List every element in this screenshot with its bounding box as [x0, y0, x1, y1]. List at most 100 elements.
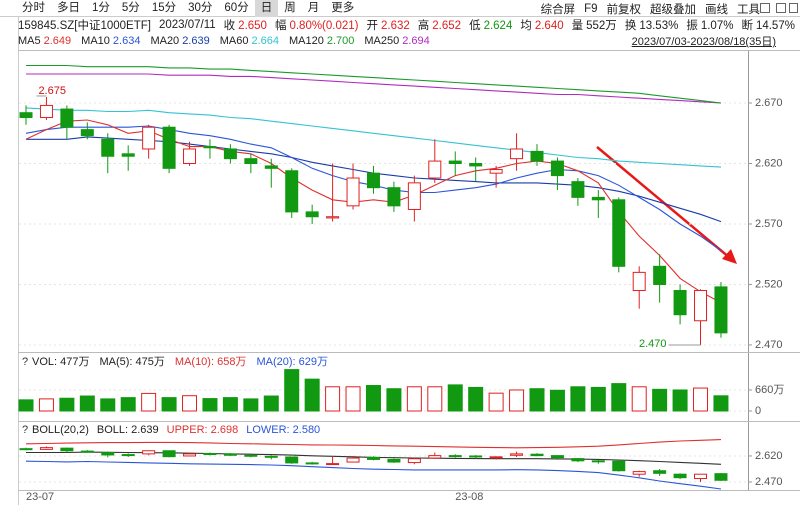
mini-candle-body — [653, 470, 667, 474]
tool-button[interactable]: 工具 — [737, 3, 760, 16]
candle-body — [326, 216, 340, 219]
candle-body — [39, 104, 53, 119]
mini-candle-body — [366, 456, 380, 460]
quote-field: 开 2.632 — [367, 17, 410, 33]
icon-button[interactable] — [760, 3, 770, 13]
period-tab[interactable]: 15分 — [151, 2, 177, 14]
tool-button[interactable]: 综合屏 — [540, 3, 576, 16]
x-tick-label: 23-07 — [26, 491, 54, 503]
period-tab[interactable]: 1分 — [92, 2, 110, 14]
volume-bar — [243, 398, 259, 412]
date-range: 2023/07/03-2023/08/18(35日) — [631, 36, 776, 48]
ma-legend-item: MA10 2.634 — [81, 35, 140, 47]
icon-button[interactable] — [776, 3, 786, 13]
volume-bar — [549, 389, 565, 412]
field-label: 收 — [223, 19, 236, 32]
volume-bar — [284, 369, 300, 412]
period-tab[interactable]: 月 — [307, 2, 320, 14]
security-code: 159845.SZ[中证1000ETF] — [18, 19, 151, 32]
quote-field: 幅 0.80%(0.021) — [275, 17, 359, 33]
y-tick-label: 660万 — [755, 384, 784, 396]
period-tabs: 分时 多日 1分 5分 15分 30分 60分日周月更多 — [16, 0, 360, 17]
icon-button[interactable] — [789, 3, 798, 13]
period-tab[interactable]: 分时 — [22, 2, 45, 14]
boll-line — [25, 460, 722, 490]
help-mark[interactable]: ? — [22, 424, 28, 436]
mini-candle-body — [489, 456, 503, 459]
volume-bar — [38, 398, 54, 412]
candle-body — [469, 163, 483, 167]
y-tick-label: 2.520 — [755, 278, 783, 290]
candle-body — [101, 138, 115, 157]
volume-bar — [509, 389, 525, 412]
mini-candle-body — [469, 455, 483, 458]
volume-bar — [652, 388, 668, 412]
volume-bar — [386, 388, 402, 412]
field-label: 幅 — [274, 19, 287, 32]
ma-legend-item: MA120 2.700 — [289, 35, 354, 47]
period-tab[interactable]: 多日 — [57, 2, 80, 14]
volume-bar — [672, 389, 688, 412]
help-mark[interactable]: ? — [22, 356, 28, 368]
candle-body — [632, 271, 646, 292]
field-label: 高 — [417, 19, 430, 32]
arrow-shaft — [596, 146, 731, 259]
tool-button[interactable]: F9 — [584, 2, 598, 15]
volume-bar — [468, 386, 484, 412]
boll-legend: BOLL(20,2) — [32, 424, 89, 436]
boll-legend: UPPER: 2.698 — [167, 424, 239, 436]
quote-date: 2023/07/11 — [158, 18, 216, 31]
mini-candle-body — [60, 447, 74, 452]
mini-candle-body — [387, 458, 401, 463]
volume-bar — [570, 386, 586, 412]
mini-candle-body — [632, 471, 646, 475]
candle-body — [19, 112, 33, 119]
mini-candle-body — [326, 463, 340, 466]
quote-info: 159845.SZ[中证1000ETF] 2023/07/11 收 2.650 幅 0.8… — [18, 16, 795, 33]
mini-candle-body — [591, 460, 605, 463]
field-value: 13.53% — [639, 19, 679, 32]
period-tab[interactable]: 60分 — [224, 2, 249, 14]
quote-field: 量 552万 — [572, 17, 617, 33]
ma-line — [25, 107, 722, 168]
field-value: 2.652 — [432, 19, 462, 32]
mini-candle-body — [39, 447, 53, 450]
low-marker: 2.470 — [639, 338, 667, 350]
volume-bar — [304, 378, 320, 412]
mini-candle-body — [223, 453, 237, 456]
candle-body — [244, 158, 258, 164]
candle-body — [183, 148, 197, 164]
period-tab[interactable]: 周 — [284, 2, 296, 14]
mini-candle-body — [19, 448, 33, 451]
period-tab[interactable]: 5分 — [121, 2, 140, 14]
ma-name: MA250 — [364, 35, 400, 47]
mini-candle-body — [346, 457, 360, 463]
volume-bar — [79, 395, 95, 412]
period-tab[interactable]: 更多 — [331, 2, 355, 14]
quote-field: 低 2.624 — [469, 17, 512, 33]
tool-button[interactable]: 前复权 — [606, 3, 642, 16]
volume-bar — [263, 395, 279, 412]
candle-body — [203, 146, 217, 149]
field-label: 量 — [571, 19, 584, 32]
volume-bar — [182, 395, 198, 412]
ma-name: MA5 — [18, 35, 41, 47]
period-tab[interactable]: 日 — [254, 0, 279, 17]
candle-body — [407, 182, 421, 210]
tool-button[interactable]: 画线 — [705, 3, 728, 16]
high-marker: 2.675 — [38, 85, 66, 97]
field-value: 2.624 — [483, 19, 513, 32]
field-value: 1.07% — [700, 19, 734, 32]
mini-candle-body — [550, 455, 564, 459]
period-tab[interactable]: 30分 — [188, 2, 213, 14]
field-value: 0.80%(0.021) — [289, 19, 359, 32]
candle-body — [428, 160, 442, 179]
mini-candle-body — [510, 453, 524, 456]
volume-bar — [222, 397, 238, 412]
trend-arrow — [596, 146, 737, 264]
tool-button[interactable]: 超级叠加 — [650, 3, 696, 16]
quote-field: 振 1.07% — [686, 17, 733, 33]
mini-candle-body — [101, 451, 115, 456]
mini-candle-body — [612, 460, 626, 472]
